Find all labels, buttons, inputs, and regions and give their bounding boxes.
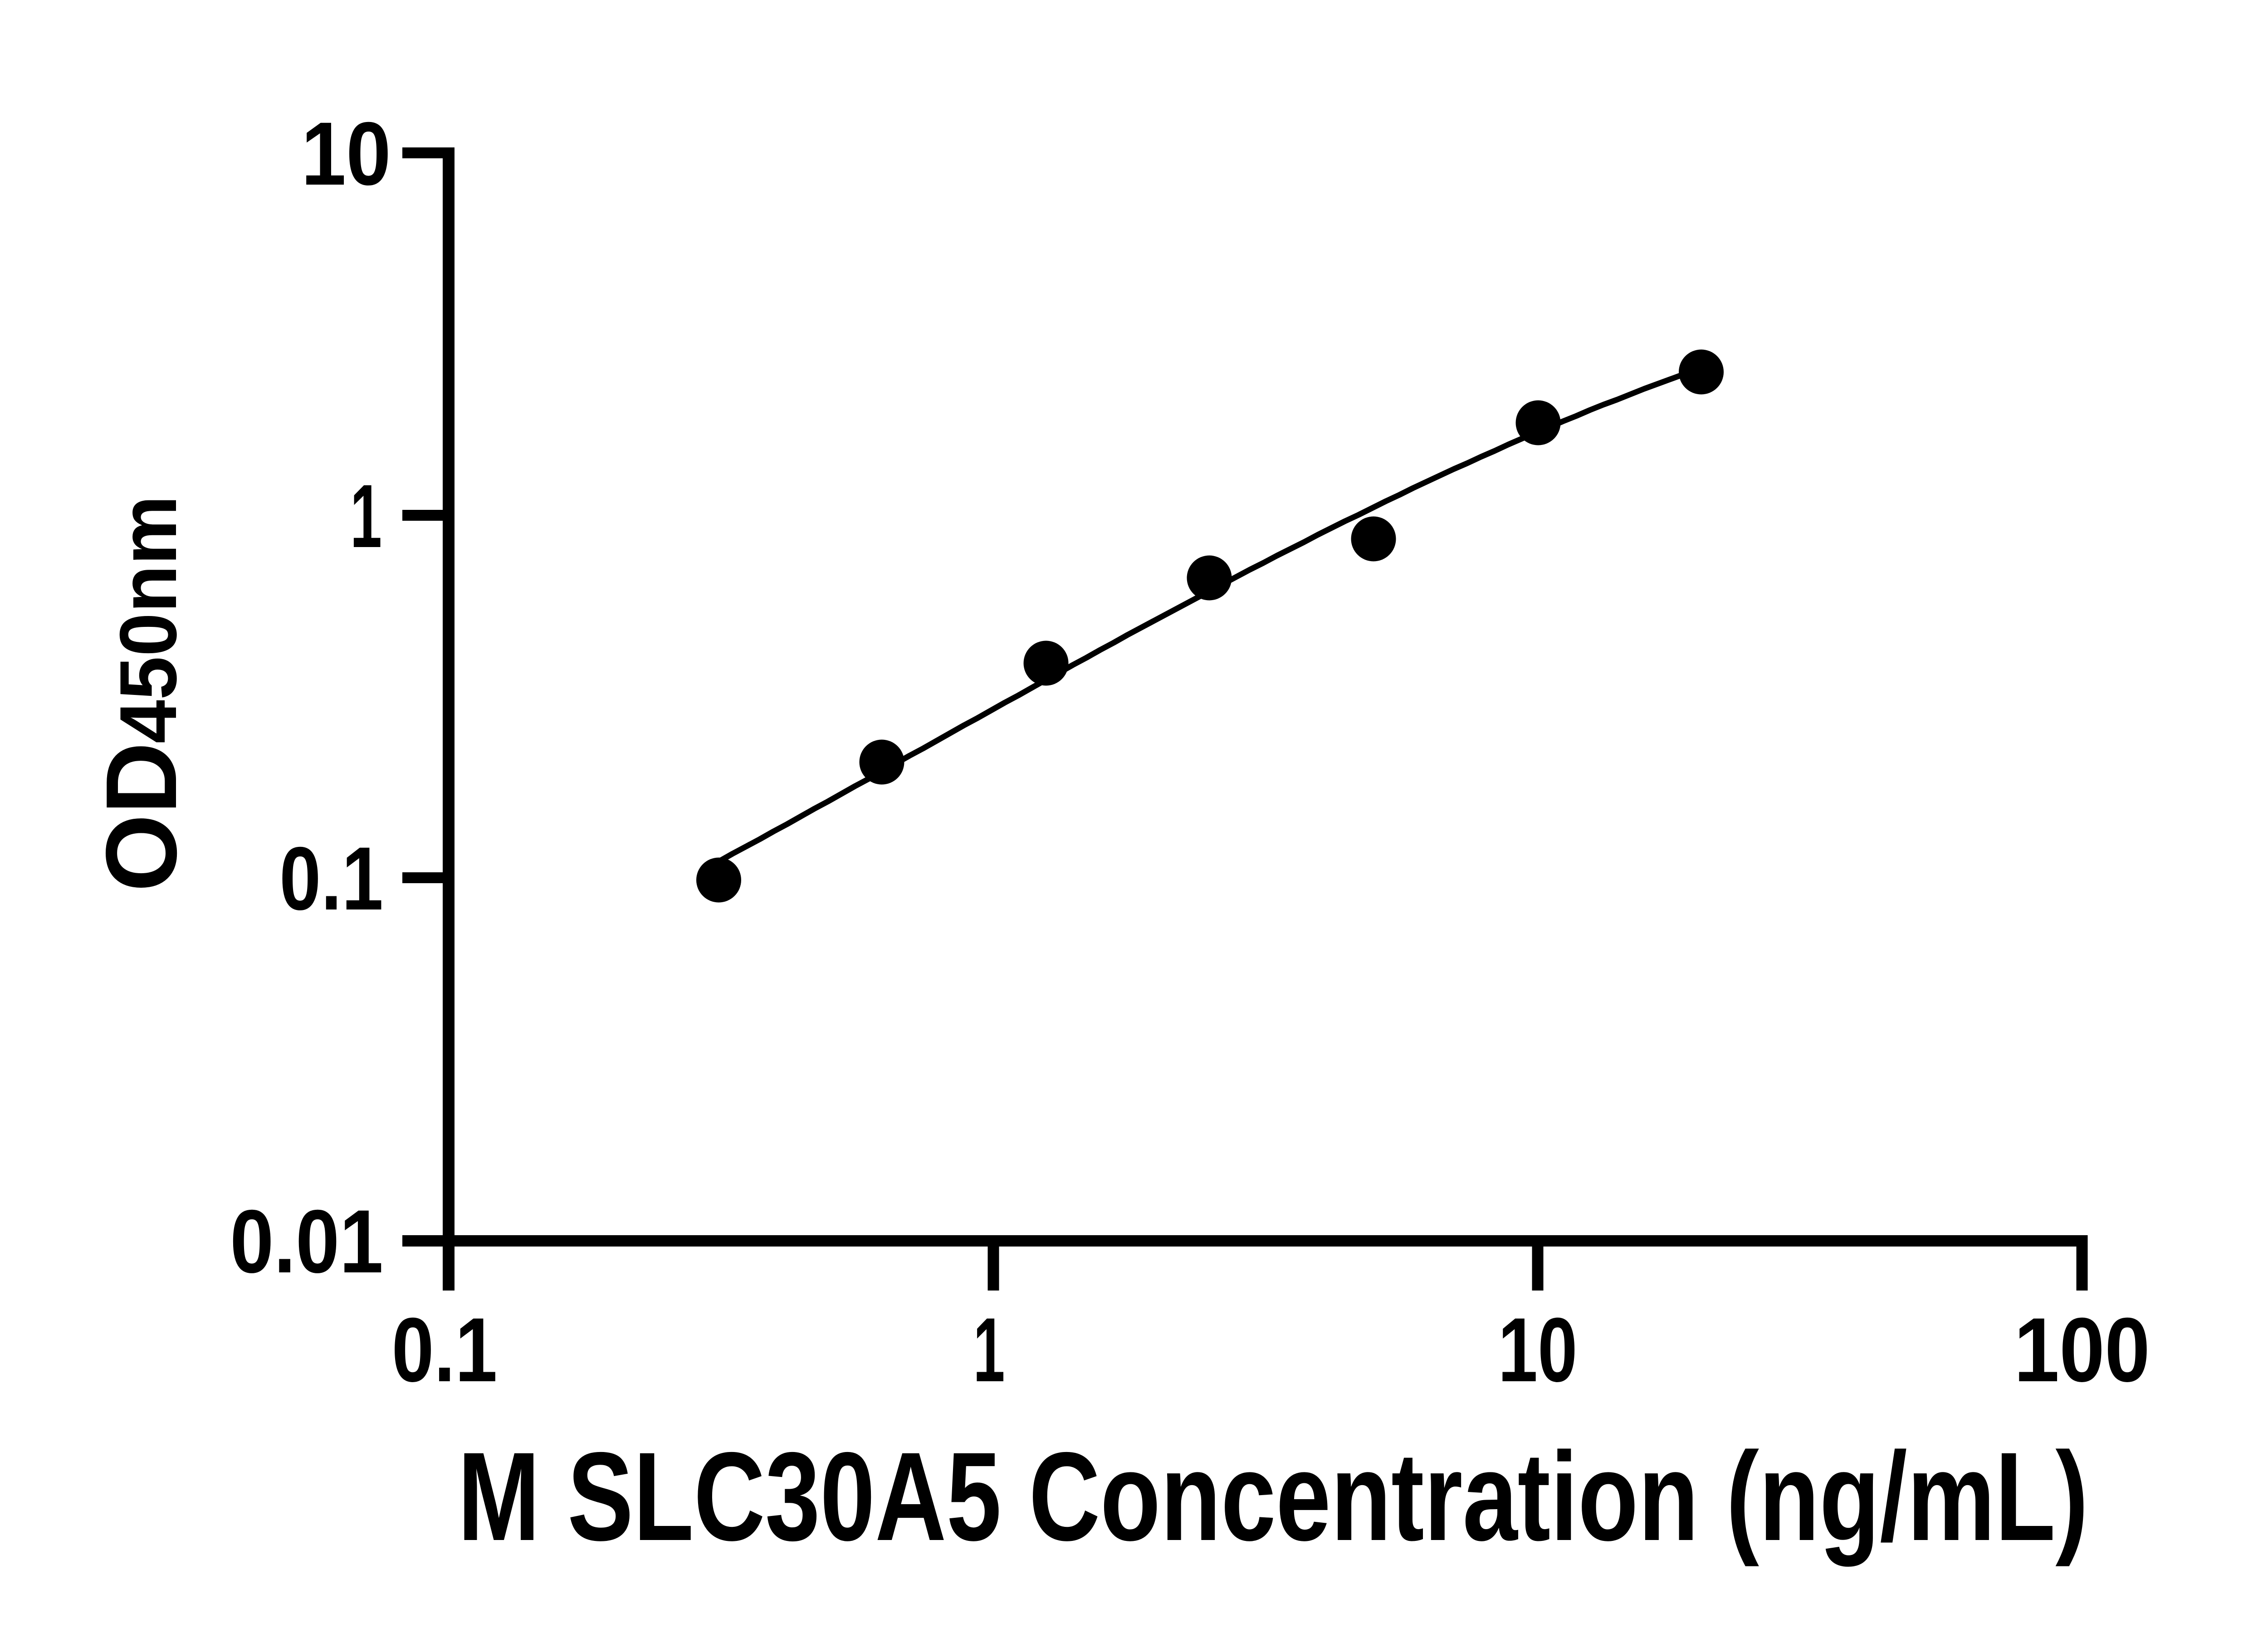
svg-text:M SLC30A5 Concentration (ng/mL: M SLC30A5 Concentration (ng/mL) [458, 1426, 2088, 1568]
svg-text:10: 10 [1498, 1299, 1578, 1401]
svg-text:0.1: 0.1 [392, 1299, 498, 1401]
svg-text:10: 10 [301, 103, 391, 204]
svg-text:1: 1 [973, 1299, 1005, 1401]
svg-text:0.1: 0.1 [279, 828, 383, 929]
svg-text:0.01: 0.01 [230, 1191, 383, 1291]
svg-text:450nm: 450nm [103, 495, 193, 743]
svg-text:1: 1 [350, 466, 382, 566]
svg-text:100: 100 [2014, 1299, 2150, 1401]
svg-text:OD: OD [85, 742, 198, 892]
